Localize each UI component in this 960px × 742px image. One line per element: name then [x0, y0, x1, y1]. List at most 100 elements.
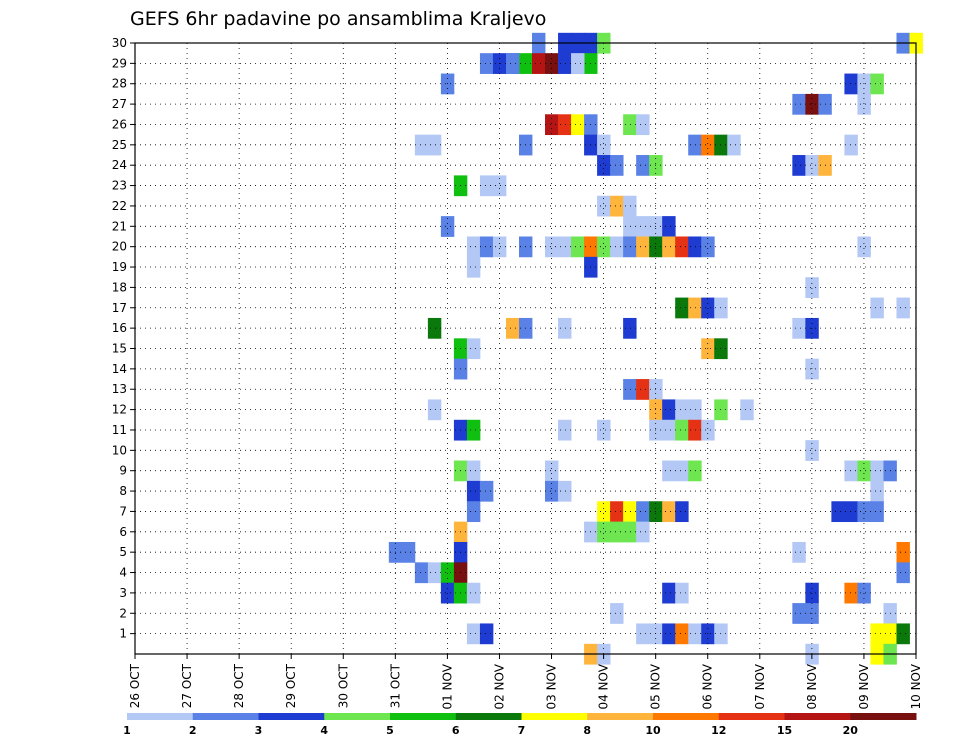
heatmap-cell	[831, 501, 845, 523]
y-tick-label: 14	[112, 362, 127, 376]
heatmap-cell	[896, 562, 910, 584]
heatmap-cell	[675, 460, 689, 482]
colorbar-label: 7	[518, 724, 526, 737]
colorbar-label: 2	[189, 724, 197, 737]
y-tick-label: 7	[119, 504, 127, 518]
heatmap-cell	[675, 297, 689, 319]
heatmap-cell	[662, 419, 676, 441]
heatmap-cell	[623, 114, 637, 136]
heatmap-cell	[492, 236, 507, 258]
y-tick-label: 11	[112, 423, 127, 437]
heatmap-cell	[662, 582, 676, 604]
heatmap-cell	[610, 236, 624, 258]
heatmap-cell	[857, 501, 871, 523]
colorbar-swatch	[455, 713, 522, 720]
heatmap-cell	[597, 521, 611, 543]
heatmap-cell	[896, 541, 910, 563]
heatmap-cell	[805, 358, 819, 380]
colorbar-label: 1	[123, 724, 131, 737]
heatmap-cell	[896, 623, 910, 645]
heatmap-cell	[662, 623, 676, 645]
heatmap-cell	[597, 195, 611, 217]
heatmap-cell	[701, 297, 715, 319]
heatmap-cell	[597, 501, 611, 523]
heatmap-cell	[805, 93, 819, 115]
x-tick-label: 30 OCT	[336, 663, 350, 708]
heatmap-cell	[636, 623, 650, 645]
y-tick-label: 12	[112, 403, 127, 417]
heatmap-cell	[792, 93, 806, 115]
heatmap-cell	[427, 399, 442, 421]
x-tick-label: 09 NOV	[857, 663, 871, 709]
heatmap-cell	[844, 582, 858, 604]
heatmap-cell	[466, 582, 481, 604]
heatmap-cell	[558, 236, 572, 258]
colorbar-label: 20	[843, 724, 859, 737]
heatmap-cell	[844, 501, 858, 523]
x-tick-label: 31 OCT	[388, 663, 402, 708]
y-tick-label: 3	[119, 586, 127, 600]
heatmap-cell	[636, 216, 650, 237]
heatmap-cell	[505, 53, 520, 74]
x-tick-label: 02 NOV	[492, 663, 506, 709]
heatmap-cell	[466, 501, 481, 523]
heatmap-cell	[466, 256, 481, 278]
heatmap-cell	[675, 582, 689, 604]
heatmap-cell	[492, 175, 507, 197]
heatmap-cell	[662, 216, 676, 237]
heatmap-cell	[844, 134, 858, 156]
colorbar: 1 2 3 4 5 6 7 8 10 12 15 20	[123, 713, 917, 737]
heatmap-cell	[792, 541, 806, 563]
heatmap-cell	[414, 562, 429, 584]
heatmap-cell	[701, 419, 715, 441]
y-tick-label: 22	[112, 199, 127, 213]
heatmap-cell	[401, 541, 416, 563]
heatmap-cell	[623, 521, 637, 543]
colorbar-label: 3	[255, 724, 263, 737]
colorbar-swatch	[521, 713, 588, 720]
heatmap-cell	[805, 440, 819, 461]
heatmap-cell	[545, 460, 559, 482]
colorbar-label: 12	[711, 724, 726, 737]
heatmap-cell	[479, 623, 494, 645]
x-tick-label: 05 NOV	[649, 663, 663, 709]
heatmap-cell	[479, 175, 494, 197]
y-tick-label: 16	[112, 321, 127, 335]
colorbar-swatch	[587, 713, 654, 720]
y-tick-label: 20	[112, 240, 127, 254]
heatmap-cell	[792, 603, 806, 624]
y-tick-label: 24	[112, 158, 127, 172]
colorbar-swatch	[784, 713, 851, 720]
heatmap-cell	[610, 521, 624, 543]
heatmap-cell	[623, 216, 637, 237]
y-tick-label: 18	[112, 280, 127, 294]
heatmap-cell	[792, 155, 806, 176]
heatmap-cell	[636, 236, 650, 258]
x-tick-label: 27 OCT	[180, 663, 194, 708]
heatmap-cell	[688, 623, 702, 645]
y-tick-label: 29	[112, 56, 127, 70]
heatmap-cell	[870, 460, 884, 482]
colorbar-swatch	[718, 713, 785, 720]
heatmap-cell	[805, 277, 819, 298]
heatmap-cell	[636, 521, 650, 543]
y-tick-label: 19	[112, 260, 127, 274]
heatmap-cell	[662, 460, 676, 482]
colorbar-label: 10	[645, 724, 661, 737]
y-tick-label: 4	[119, 566, 127, 580]
x-tick-label: 03 NOV	[545, 663, 559, 709]
heatmap-cell	[636, 501, 650, 523]
heatmap-cell	[427, 562, 442, 584]
heatmap-cell	[466, 480, 481, 502]
colorbar-label: 8	[583, 724, 591, 737]
heatmap-cell	[571, 114, 585, 136]
colorbar-label: 4	[320, 724, 328, 737]
heatmap-cell	[623, 379, 637, 400]
heatmap-cell	[636, 155, 650, 176]
heatmap-cell	[636, 379, 650, 400]
x-tick-label: 01 NOV	[440, 663, 454, 709]
heatmap-cell	[597, 134, 611, 156]
heatmap-cell	[688, 297, 702, 319]
heatmap-cell	[440, 216, 455, 237]
